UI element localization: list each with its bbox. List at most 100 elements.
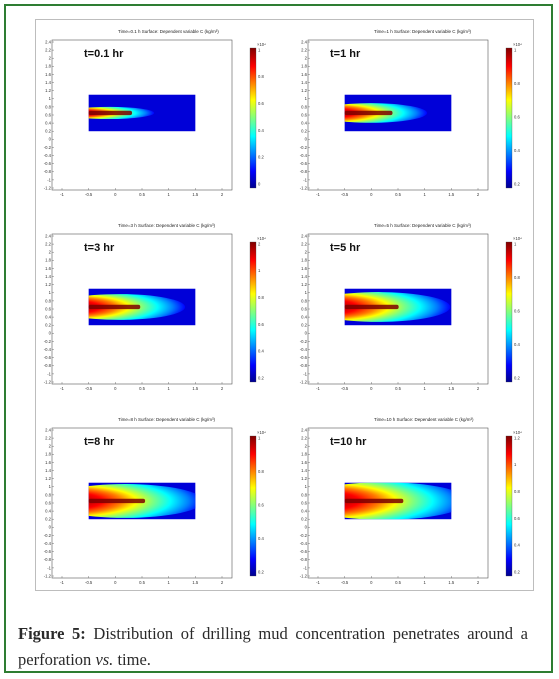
- caption-text-2: time.: [113, 649, 151, 669]
- y-tick-label: -1.2: [44, 573, 52, 578]
- x-tick-label: 1.5: [448, 580, 454, 585]
- plot-title: Time=0.1 h Surface: Dependent variable C…: [118, 29, 219, 34]
- y-tick-label: 2.4: [45, 39, 51, 44]
- plot-svg: Time=5 h Surface: Dependent variable C (…: [300, 223, 522, 391]
- y-tick-label: 2.2: [45, 436, 51, 441]
- x-tick-label: -1: [316, 580, 320, 585]
- colorbar-tick-label: 1: [258, 435, 261, 440]
- colorbar: [505, 47, 513, 189]
- y-tick-label: 1: [305, 290, 308, 295]
- y-tick-label: 2.4: [45, 427, 51, 432]
- y-tick-label: 0.2: [45, 517, 51, 522]
- y-tick-label: -1: [303, 565, 307, 570]
- y-tick-label: -0.4: [44, 153, 52, 158]
- plot-svg: Time=10 h Surface: Dependent variable C …: [300, 417, 522, 585]
- y-tick-label: 0.6: [301, 112, 307, 117]
- perforation-core: [88, 304, 141, 310]
- y-tick-label: -0.4: [300, 541, 308, 546]
- y-tick-label: 1.8: [45, 258, 51, 263]
- y-tick-label: -0.8: [300, 169, 308, 174]
- y-tick-label: 2.2: [301, 48, 307, 53]
- x-tick-label: 0: [370, 580, 373, 585]
- time-label: t=5 hr: [330, 242, 361, 254]
- y-tick-label: -0.6: [300, 549, 308, 554]
- y-tick-label: 1.2: [301, 282, 307, 287]
- y-tick-label: 0.6: [45, 112, 51, 117]
- caption-text-1: Distribution of drilling mud concentrati…: [18, 623, 528, 669]
- plot-panel-1: Time=0.1 h Surface: Dependent variable C…: [38, 24, 268, 204]
- caption-label: Figure 5:: [18, 623, 86, 643]
- y-tick-label: 1: [305, 96, 308, 101]
- x-tick-label: -1: [316, 192, 320, 197]
- colorbar-exponent: ×10⁴: [513, 430, 522, 435]
- y-tick-label: -0.2: [300, 533, 308, 538]
- y-tick-label: 2.4: [301, 39, 307, 44]
- x-tick-label: 2: [221, 580, 224, 585]
- x-tick-label: 0: [370, 192, 373, 197]
- x-tick-label: -0.5: [85, 192, 93, 197]
- y-tick-label: -0.4: [44, 347, 52, 352]
- y-tick-label: 0.2: [301, 323, 307, 328]
- y-tick-label: 0.4: [301, 315, 307, 320]
- y-tick-label: 0: [305, 525, 308, 530]
- y-tick-label: -0.8: [300, 363, 308, 368]
- y-tick-label: -0.4: [300, 153, 308, 158]
- x-tick-label: 0.5: [395, 580, 401, 585]
- y-tick-label: 0.4: [45, 315, 51, 320]
- y-tick-label: 0.2: [301, 517, 307, 522]
- y-tick-label: 2.4: [301, 427, 307, 432]
- colorbar-exponent: ×10⁴: [513, 42, 522, 47]
- y-tick-label: 1.6: [45, 460, 51, 465]
- colorbar-tick-label: 0.8: [514, 489, 520, 494]
- y-tick-label: 0.4: [45, 509, 51, 514]
- x-tick-label: 1: [167, 386, 170, 391]
- x-tick-label: 0.5: [395, 192, 401, 197]
- x-tick-label: -0.5: [85, 386, 93, 391]
- colorbar-exponent: ×10⁴: [257, 430, 266, 435]
- y-tick-label: 0.2: [301, 129, 307, 134]
- y-tick-label: 2: [49, 444, 52, 449]
- plot-svg: Time=3 h Surface: Dependent variable C (…: [44, 223, 266, 391]
- x-tick-label: 2: [477, 580, 480, 585]
- x-tick-label: 1.5: [448, 386, 454, 391]
- y-tick-label: 0: [305, 137, 308, 142]
- colorbar-tick-label: 0.2: [514, 181, 520, 186]
- x-tick-label: -1: [60, 580, 64, 585]
- x-tick-label: -0.5: [341, 192, 349, 197]
- y-tick-label: -0.6: [44, 549, 52, 554]
- y-tick-label: 0.8: [301, 298, 307, 303]
- y-tick-label: 0.8: [45, 492, 51, 497]
- y-tick-label: 0.4: [301, 121, 307, 126]
- plot-panel-3: Time=3 h Surface: Dependent variable C (…: [38, 218, 268, 398]
- x-tick-label: 0.5: [139, 580, 145, 585]
- plot-svg: Time=8 h Surface: Dependent variable C (…: [44, 417, 266, 585]
- y-tick-label: 0: [305, 331, 308, 336]
- perforation-core: [88, 110, 133, 116]
- x-tick-label: 1: [167, 192, 170, 197]
- plot-svg: Time=0.1 h Surface: Dependent variable C…: [44, 29, 266, 197]
- colorbar-tick-label: 0.8: [514, 275, 520, 280]
- colorbar-tick-label: 1.2: [514, 435, 520, 440]
- y-tick-label: -1.2: [300, 573, 308, 578]
- plot-panel-5: Time=8 h Surface: Dependent variable C (…: [38, 412, 268, 592]
- y-tick-label: -0.2: [44, 339, 52, 344]
- colorbar-tick-label: 1: [514, 47, 517, 52]
- y-tick-label: 1.8: [301, 258, 307, 263]
- y-tick-label: -1: [47, 371, 51, 376]
- colorbar-tick-label: 0.8: [514, 81, 520, 86]
- y-tick-label: -1: [303, 177, 307, 182]
- colorbar-tick-label: 0.6: [258, 322, 264, 327]
- y-tick-label: 1: [49, 96, 52, 101]
- plot-panel-4: Time=5 h Surface: Dependent variable C (…: [294, 218, 524, 398]
- x-tick-label: 0: [114, 580, 117, 585]
- colorbar-tick-label: 0.4: [514, 148, 520, 153]
- y-tick-label: 0: [49, 137, 52, 142]
- y-tick-label: -1.2: [300, 185, 308, 190]
- y-tick-label: 0.8: [45, 104, 51, 109]
- colorbar-tick-label: 0.2: [258, 155, 264, 160]
- x-tick-label: 1.5: [448, 192, 454, 197]
- colorbar-tick-label: 0.4: [514, 543, 520, 548]
- figure-panels-area: Time=0.1 h Surface: Dependent variable C…: [35, 19, 534, 591]
- y-tick-label: 1.2: [45, 88, 51, 93]
- y-tick-label: -1.2: [44, 185, 52, 190]
